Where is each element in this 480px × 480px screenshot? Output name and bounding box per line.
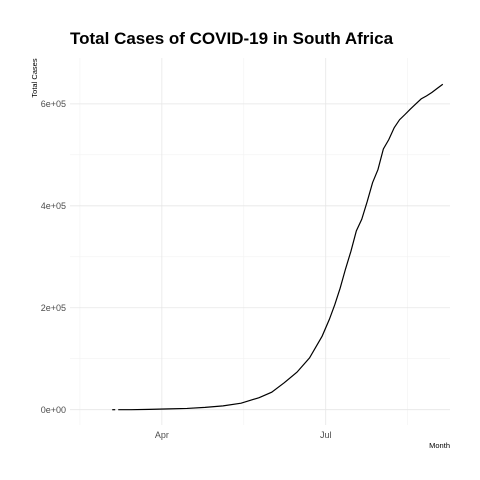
series-line	[118, 83, 444, 411]
y-tick-label: 0e+00	[41, 405, 66, 415]
x-tick-label: Apr	[155, 430, 169, 440]
y-tick-label: 2e+05	[41, 303, 66, 313]
series-layer	[112, 83, 444, 411]
y-tick-label: 4e+05	[41, 201, 66, 211]
y-axis-title: Total Cases	[30, 58, 39, 97]
x-axis-title: Month	[429, 441, 450, 450]
x-tick-label: Jul	[320, 430, 332, 440]
y-axis-ticks: 0e+00 2e+05 4e+05 6e+05	[41, 99, 66, 415]
chart-title: Total Cases of COVID-19 in South Africa	[70, 29, 394, 48]
x-axis-ticks: Apr Jul	[155, 430, 332, 440]
grid	[70, 58, 450, 425]
y-tick-label: 6e+05	[41, 99, 66, 109]
